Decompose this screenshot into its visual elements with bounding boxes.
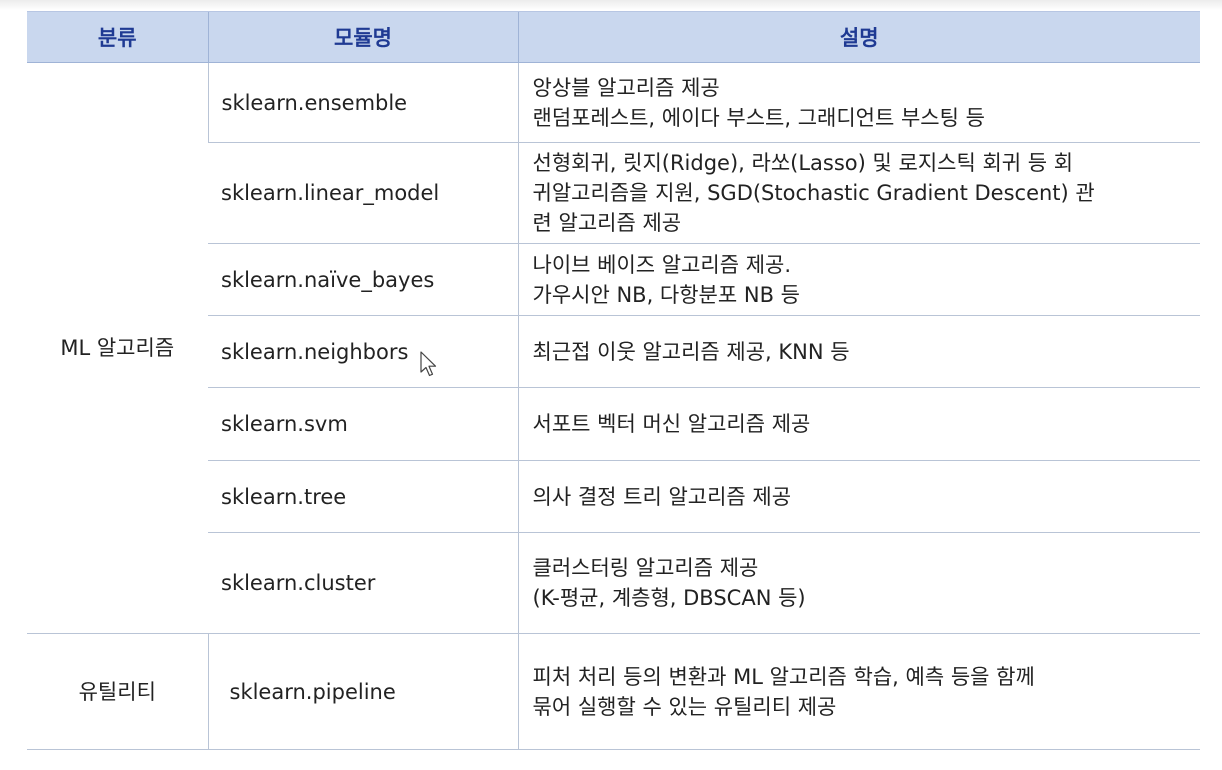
table-row: 유틸리티 sklearn.pipeline 피처 처리 등의 변환과 ML 알고…	[27, 633, 1200, 750]
module-cell: sklearn.neighbors	[208, 315, 518, 388]
table-row: sklearn.tree 의사 결정 트리 알고리즘 제공	[27, 460, 1200, 533]
module-cell: sklearn.svm	[208, 387, 518, 461]
description-cell: 나이브 베이즈 알고리즘 제공. 가우시안 NB, 다항분포 NB 등	[517, 243, 1200, 316]
description-line: (K-평균, 계층형, DBSCAN 등)	[532, 586, 806, 610]
header-row: 분류 모듈명 설명	[27, 11, 1200, 63]
description-line: 클러스터링 알고리즘 제공	[532, 556, 759, 580]
header-description: 설명	[517, 11, 1200, 63]
module-cell: sklearn.linear_model	[208, 142, 518, 244]
description-cell: 선형회귀, 릿지(Ridge), 라쏘(Lasso) 및 로지스틱 회귀 등 회…	[517, 142, 1200, 244]
description-line: 련 알고리즘 제공	[532, 211, 682, 235]
description-line: 나이브 베이즈 알고리즘 제공.	[532, 252, 792, 277]
description-cell: 의사 결정 트리 알고리즘 제공	[517, 460, 1200, 533]
description-cell: 클러스터링 알고리즘 제공 (K-평균, 계층형, DBSCAN 등)	[517, 532, 1200, 634]
description-line: 묶어 실행할 수 있는 유틸리티 제공	[532, 694, 837, 719]
table-row: ML 알고리즘 sklearn.ensemble 앙상블 알고리즘 제공 랜덤포…	[27, 62, 1200, 634]
description-line: 최근접 이웃 알고리즘 제공, KNN 등	[532, 339, 850, 364]
description-line: 귀알고리즘을 지원, SGD(Stochastic Gradient Desce…	[532, 181, 1095, 205]
description-cell: 서포트 벡터 머신 알고리즘 제공	[517, 387, 1200, 461]
description-cell: 앙상블 알고리즘 제공 랜덤포레스트, 에이다 부스트, 그래디언트 부스팅 등	[517, 62, 1200, 143]
module-cell: sklearn.tree	[208, 460, 518, 533]
description-line: 의사 결정 트리 알고리즘 제공	[532, 484, 792, 509]
table-row: sklearn.neighbors 최근접 이웃 알고리즘 제공, KNN 등	[27, 315, 1200, 388]
description-line: 랜덤포레스트, 에이다 부스트, 그래디언트 부스팅 등	[532, 105, 985, 130]
description-line: 서포트 벡터 머신 알고리즘 제공	[532, 412, 811, 436]
mouse-pointer-icon	[420, 351, 437, 377]
description-line: 앙상블 알고리즘 제공	[532, 75, 720, 100]
description-line: 선형회귀, 릿지(Ridge), 라쏘(Lasso) 및 로지스틱 회귀 등 회	[532, 151, 1074, 175]
category-cell-utility: 유틸리티	[27, 633, 208, 750]
table-row: sklearn.linear_model 선형회귀, 릿지(Ridge), 라쏘…	[27, 142, 1200, 244]
module-cell: sklearn.naïve_bayes	[208, 243, 518, 316]
table-row: sklearn.naïve_bayes 나이브 베이즈 알고리즘 제공. 가우시…	[27, 243, 1200, 316]
module-table: 분류 모듈명 설명 ML 알고리즘 sklearn.ensemble 앙상블 알…	[27, 11, 1200, 750]
module-cell: sklearn.cluster	[208, 532, 518, 634]
top-shadow	[0, 0, 1222, 10]
module-cell: sklearn.pipeline	[207, 633, 518, 750]
description-cell: 피처 처리 등의 변환과 ML 알고리즘 학습, 예측 등을 함께 묶어 실행할…	[517, 633, 1200, 750]
module-cell: sklearn.ensemble	[207, 62, 518, 143]
description-line: 가우시안 NB, 다항분포 NB 등	[532, 282, 801, 307]
description-cell: 최근접 이웃 알고리즘 제공, KNN 등	[517, 315, 1200, 388]
table-row: sklearn.svm 서포트 벡터 머신 알고리즘 제공	[27, 387, 1200, 461]
table-row: sklearn.cluster 클러스터링 알고리즘 제공 (K-평균, 계층형…	[27, 532, 1200, 634]
category-cell-ml: ML 알고리즘	[27, 62, 208, 634]
description-line: 피처 처리 등의 변환과 ML 알고리즘 학습, 예측 등을 함께	[532, 664, 1035, 689]
header-category: 분류	[27, 11, 208, 63]
header-module: 모듈명	[207, 11, 518, 63]
